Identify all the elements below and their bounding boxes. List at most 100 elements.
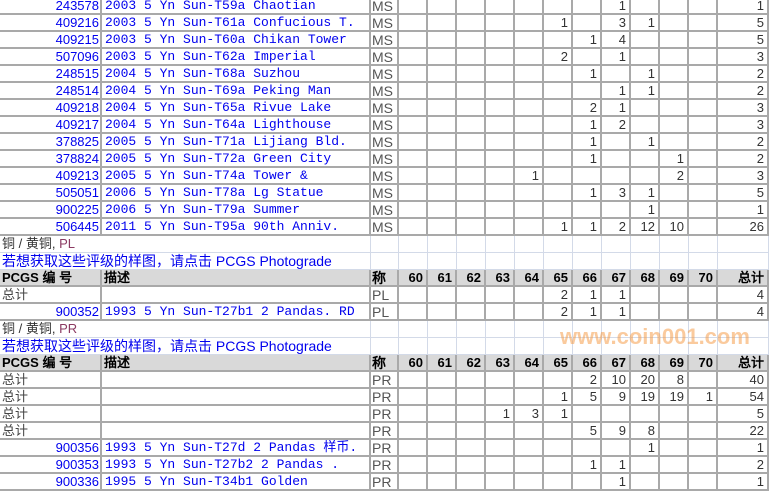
grade-60-cell (399, 83, 428, 100)
description-link[interactable]: 2003 5 Yn Sun-T60a Chikan Tower (102, 32, 371, 49)
grade-62-cell (457, 168, 486, 185)
grade-69-cell (660, 0, 689, 15)
designation-cell: PR (371, 389, 399, 406)
description-link[interactable]: 2006 5 Yn Sun-T79a Summer (102, 202, 371, 219)
pcgs-number-link[interactable]: 378824 (0, 151, 102, 168)
grade-62-cell (457, 49, 486, 66)
grade-63-cell (486, 134, 515, 151)
photograde-row: 若想获取这些评级的样图，请点击 PCGS Photograde (0, 253, 769, 270)
description-link[interactable]: 2005 5 Yn Sun-T72a Green City (102, 151, 371, 168)
grade-62-cell (457, 32, 486, 49)
grade-62-cell (457, 440, 486, 457)
header-pcgs-number: PCGS 编 号 (0, 270, 102, 287)
grade-60-cell (399, 440, 428, 457)
photograde-link[interactable]: 若想获取这些评级的样图，请点击 PCGS Photograde (0, 338, 371, 355)
grade-61-cell (428, 304, 457, 321)
grade-65-cell (544, 83, 573, 100)
description-link[interactable]: 1993 5 Yn Sun-T27b1 2 Pandas. RD (102, 304, 371, 321)
description-link[interactable]: 2003 5 Yn Sun-T59a Chaotian (102, 0, 371, 15)
header-grade-67: 67 (602, 355, 631, 372)
grade-60-cell (399, 287, 428, 304)
total-cell: 5 (718, 15, 769, 32)
description-link[interactable]: 2003 5 Yn Sun-T62a Imperial (102, 49, 371, 66)
grade-67-cell: 1 (602, 49, 631, 66)
total-cell: 54 (718, 389, 769, 406)
grade-66-cell: 2 (573, 100, 602, 117)
pcgs-number-link[interactable]: 248515 (0, 66, 102, 83)
pcgs-number-link[interactable]: 409213 (0, 168, 102, 185)
header-grade-62: 62 (457, 355, 486, 372)
pcgs-number-link[interactable]: 409217 (0, 117, 102, 134)
grade-65-cell (544, 202, 573, 219)
grade-62-cell (457, 100, 486, 117)
header-pcgs-number: PCGS 编 号 (0, 355, 102, 372)
table-row: 900336 1995 5 Yn Sun-T34b1 Golden PR 1 1 (0, 474, 769, 491)
pcgs-number-link[interactable]: 409216 (0, 15, 102, 32)
description-link[interactable]: 1993 5 Yn Sun-T27b2 2 Pandas . (102, 457, 371, 474)
designation-cell: MS (371, 100, 399, 117)
grade-66-cell (573, 49, 602, 66)
table-row: 243578 2003 5 Yn Sun-T59a Chaotian MS 1 1 (0, 0, 769, 15)
grade-66-cell (573, 474, 602, 491)
grade-68-cell: 1 (631, 134, 660, 151)
description-link[interactable]: 2004 5 Yn Sun-T68a Suzhou (102, 66, 371, 83)
grade-67-cell (602, 253, 631, 270)
grade-70-cell (689, 49, 718, 66)
table-header: PCGS 编 号描述称 60 61 62 63 64 65 66 67 68 69 70 总计 (0, 355, 769, 372)
grade-64-cell: 3 (515, 406, 544, 423)
pcgs-number-link[interactable]: 900356 (0, 440, 102, 457)
pcgs-number-link[interactable]: 900336 (0, 474, 102, 491)
description-link[interactable]: 2005 5 Yn Sun-T71a Lijiang Bld. (102, 134, 371, 151)
pcgs-number-link[interactable]: 505051 (0, 185, 102, 202)
grade-68-cell (631, 49, 660, 66)
description-link[interactable]: 2005 5 Yn Sun-T74a Tower & (102, 168, 371, 185)
description-link[interactable]: 2004 5 Yn Sun-T65a Rivue Lake (102, 100, 371, 117)
grade-64-cell (515, 236, 544, 253)
designation-cell: MS (371, 219, 399, 236)
grade-70-cell (689, 83, 718, 100)
description-link (102, 406, 371, 423)
subtotal-label: 总计 (0, 287, 102, 304)
description-link[interactable]: 2011 5 Yn Sun-T95a 90th Anniv. (102, 219, 371, 236)
pcgs-number-link[interactable]: 507096 (0, 49, 102, 66)
grade-66-cell (573, 83, 602, 100)
grade-67-cell: 1 (602, 304, 631, 321)
pcgs-number-link[interactable]: 900225 (0, 202, 102, 219)
grade-67-cell: 1 (602, 287, 631, 304)
description-link[interactable]: 2004 5 Yn Sun-T69a Peking Man (102, 83, 371, 100)
grade-60-cell (399, 253, 428, 270)
pcgs-number-link[interactable]: 506445 (0, 219, 102, 236)
grade-63-cell (486, 253, 515, 270)
photograde-link[interactable]: 若想获取这些评级的样图，请点击 PCGS Photograde (0, 253, 371, 270)
pcgs-number-link[interactable]: 409218 (0, 100, 102, 117)
table-row: 507096 2003 5 Yn Sun-T62a Imperial MS 2 1 3 (0, 49, 769, 66)
grade-69-cell (660, 304, 689, 321)
total-cell: 3 (718, 49, 769, 66)
grade-69-cell (660, 457, 689, 474)
description-link[interactable]: 2006 5 Yn Sun-T78a Lg Statue (102, 185, 371, 202)
description-link[interactable]: 1995 5 Yn Sun-T34b1 Golden (102, 474, 371, 491)
grade-60-cell (399, 457, 428, 474)
grade-63-cell (486, 100, 515, 117)
grade-63-cell (486, 151, 515, 168)
header-grade-66: 66 (573, 355, 602, 372)
description-link[interactable]: 1993 5 Yn Sun-T27d 2 Pandas 样币. (102, 440, 371, 457)
pcgs-number-link[interactable]: 248514 (0, 83, 102, 100)
designation-cell: MS (371, 32, 399, 49)
grade-70-cell (689, 457, 718, 474)
description-link[interactable]: 2003 5 Yn Sun-T61a Confucious T. (102, 15, 371, 32)
pcgs-number-link[interactable]: 409215 (0, 32, 102, 49)
designation-cell: MS (371, 117, 399, 134)
grade-66-cell: 2 (573, 372, 602, 389)
grade-70-cell (689, 423, 718, 440)
grade-68-cell: 1 (631, 83, 660, 100)
pcgs-number-link[interactable]: 900352 (0, 304, 102, 321)
pcgs-number-link[interactable]: 243578 (0, 0, 102, 15)
header-grade-63: 63 (486, 270, 515, 287)
description-link[interactable]: 2004 5 Yn Sun-T64a Lighthouse (102, 117, 371, 134)
subtotal-row: 总计 PR 5 9 8 22 (0, 423, 769, 440)
grade-61-cell (428, 321, 457, 338)
grade-62-cell (457, 423, 486, 440)
pcgs-number-link[interactable]: 378825 (0, 134, 102, 151)
pcgs-number-link[interactable]: 900353 (0, 457, 102, 474)
